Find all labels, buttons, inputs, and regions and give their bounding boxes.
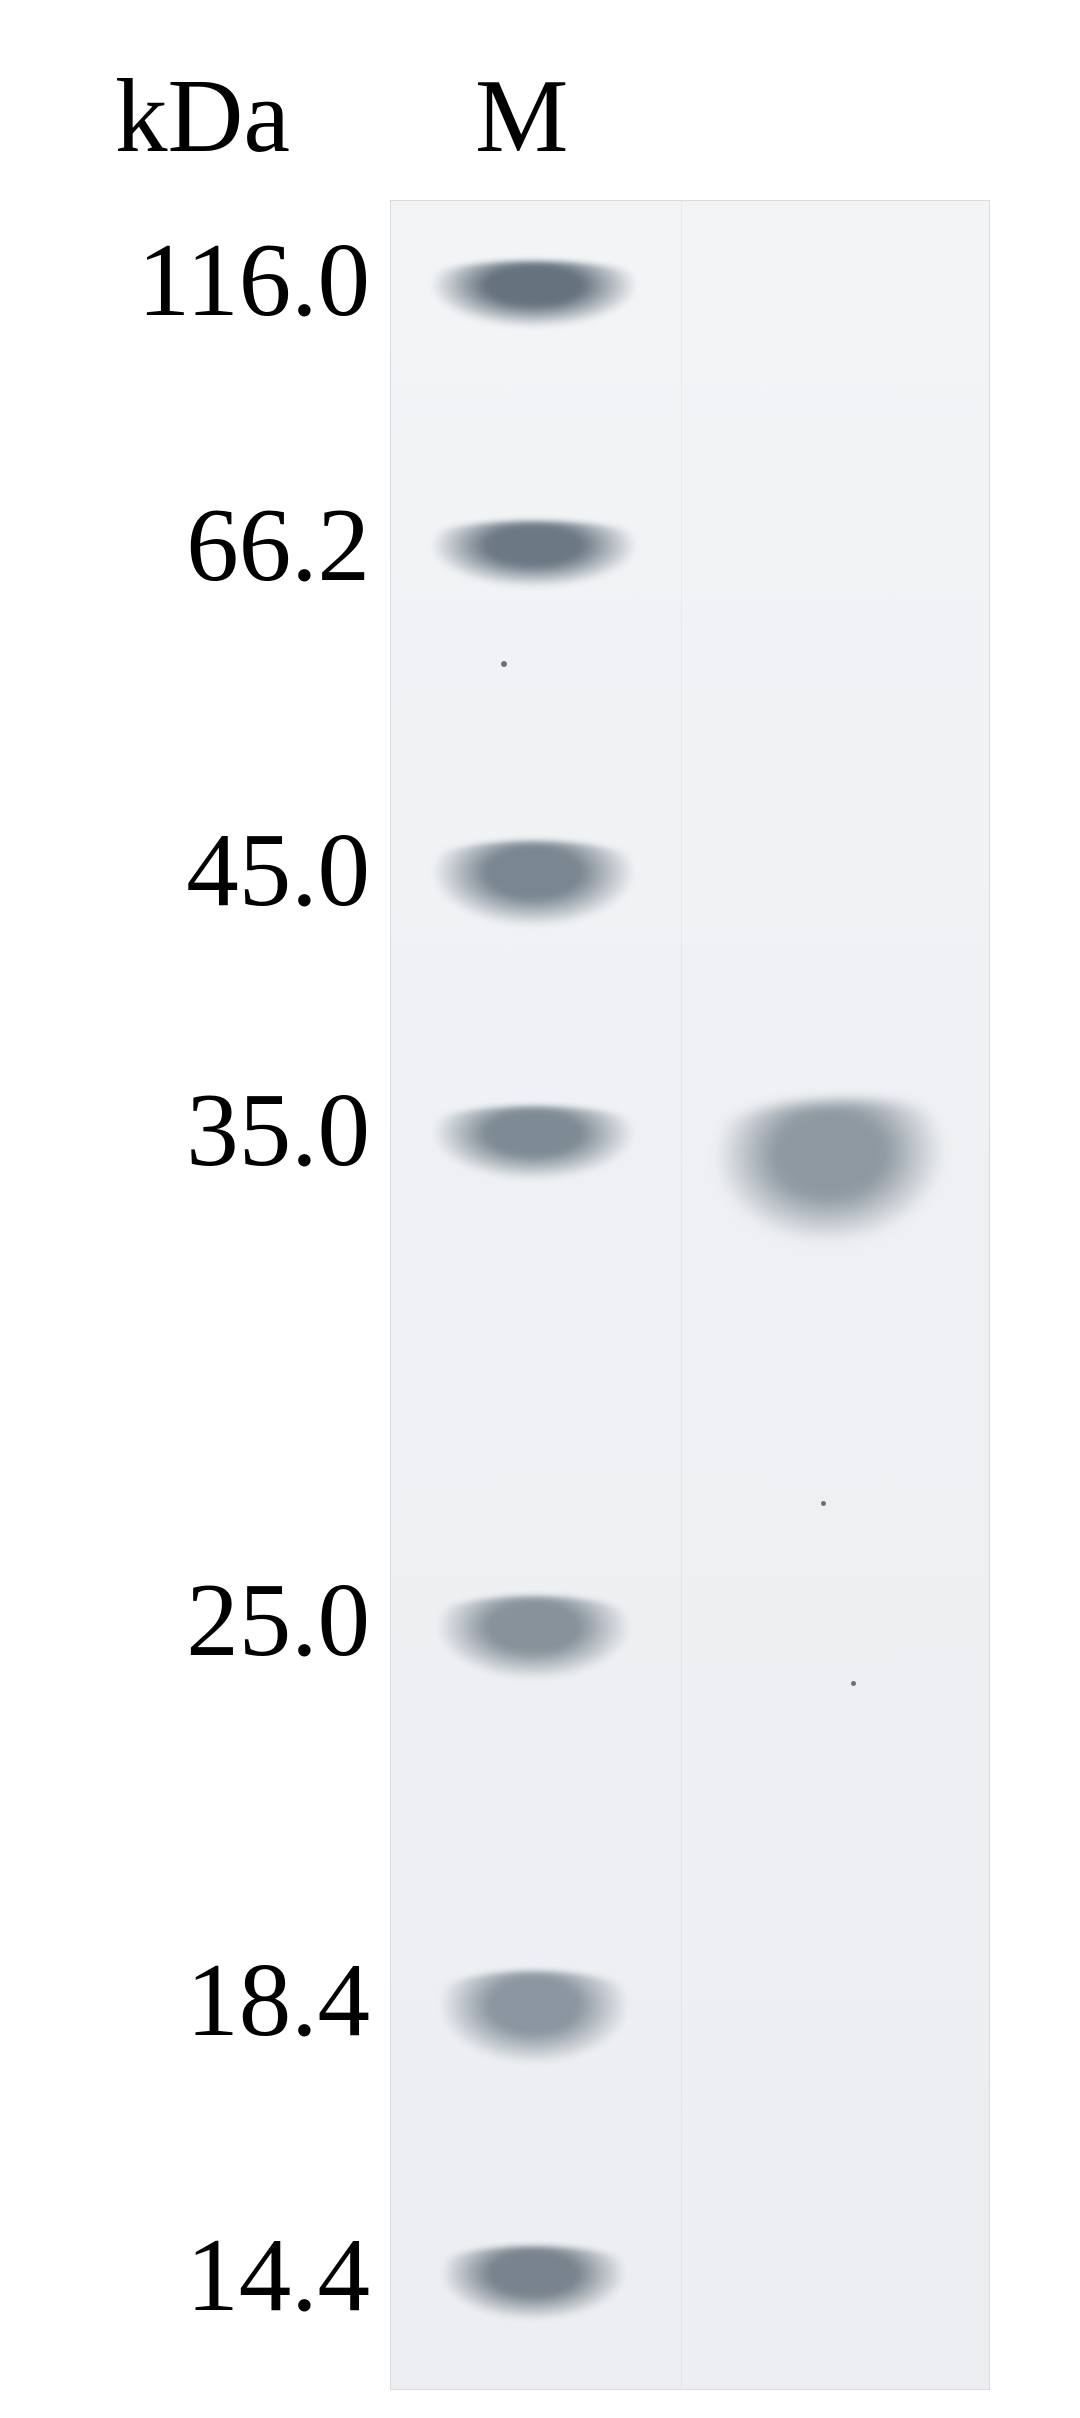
marker-band xyxy=(409,261,659,331)
marker-band xyxy=(421,2246,646,2324)
mw-label: 14.4 xyxy=(186,2214,370,2335)
kda-header: kDa xyxy=(115,55,290,176)
gel-figure: kDa M 116.0 66.2 45.0 35.0 25.0 18.4 14.4 xyxy=(0,0,1080,2418)
gel-speck xyxy=(821,1501,826,1506)
marker-band xyxy=(411,841,656,931)
mw-label: 116.0 xyxy=(138,219,370,340)
marker-band xyxy=(409,521,659,591)
mw-label: 66.2 xyxy=(186,484,370,605)
gel-area xyxy=(390,200,990,2390)
mw-label: 45.0 xyxy=(186,809,370,930)
lane-divider xyxy=(681,201,682,2389)
marker-lane-header: M xyxy=(475,55,568,176)
sample-band xyxy=(687,1094,974,1258)
mw-label: 18.4 xyxy=(186,1939,370,2060)
marker-band xyxy=(411,1106,656,1184)
gel-speck xyxy=(501,661,507,667)
marker-band xyxy=(416,1596,651,1684)
gel-speck xyxy=(851,1681,856,1686)
mw-label: 25.0 xyxy=(186,1559,370,1680)
mw-label: 35.0 xyxy=(186,1069,370,1190)
marker-band xyxy=(419,1971,649,2069)
